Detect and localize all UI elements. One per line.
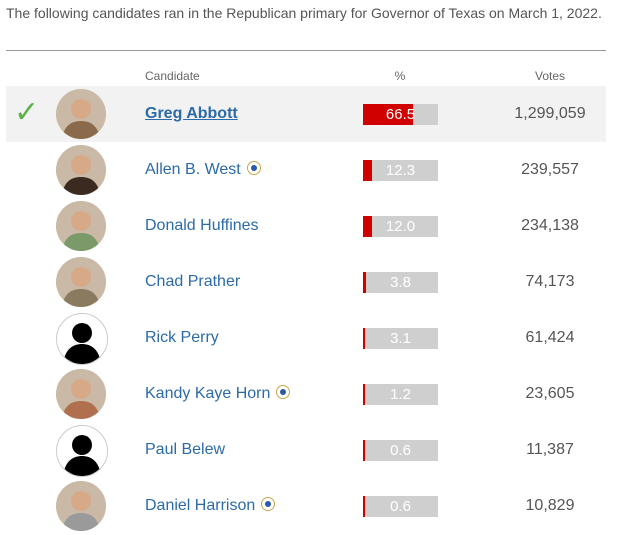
candidate-name: Rick Perry <box>145 329 219 346</box>
candidate-name-link[interactable]: Kandy Kaye Horn <box>145 385 291 403</box>
percent-bar-fill <box>363 160 372 181</box>
percent-bar-fill <box>363 440 365 461</box>
candidate-name: Paul Belew <box>145 441 226 458</box>
candidate-photo-icon <box>56 89 106 139</box>
percent-bar: 0.6 <box>363 496 438 517</box>
incumbent-badge-icon <box>246 161 261 175</box>
silhouette-icon <box>56 313 108 365</box>
candidate-row: Allen B. West 12.3 239,557 <box>6 142 606 198</box>
candidate-name-link[interactable]: Paul Belew <box>145 441 225 459</box>
intro-text: The following candidates ran in the Repu… <box>6 5 602 21</box>
candidate-name-link[interactable]: Daniel Harrison <box>145 497 276 515</box>
candidate-name-link[interactable]: Greg Abbott <box>145 105 238 123</box>
candidate-photo-icon <box>56 481 106 531</box>
candidate-photo-icon <box>56 369 106 419</box>
percent-bar-fill <box>363 216 372 237</box>
candidate-name-link[interactable]: Rick Perry <box>145 329 219 347</box>
candidate-name-link[interactable]: Allen B. West <box>145 161 261 179</box>
votes-value: 11,387 <box>526 441 574 458</box>
percent-value: 3.8 <box>390 274 411 291</box>
candidate-name: Daniel Harrison <box>145 497 256 514</box>
percent-bar: 3.1 <box>363 328 438 349</box>
candidate-photo-icon <box>56 201 106 251</box>
percent-bar-fill <box>363 384 365 405</box>
header-percent: % <box>394 69 406 83</box>
silhouette-icon <box>56 425 108 477</box>
percent-value: 12.3 <box>385 162 416 179</box>
votes-value: 1,299,059 <box>514 105 586 122</box>
candidate-row: Chad Prather 3.8 74,173 <box>6 254 606 310</box>
header-votes: Votes <box>534 69 566 83</box>
candidate-row: Daniel Harrison 0.6 10,829 <box>6 478 606 534</box>
percent-bar: 12.3 <box>363 160 438 181</box>
percent-bar: 1.2 <box>363 384 438 405</box>
percent-bar: 66.5 <box>363 104 438 125</box>
votes-value: 61,424 <box>525 329 575 346</box>
percent-bar: 3.8 <box>363 272 438 293</box>
percent-bar-fill <box>363 104 413 125</box>
candidate-name-link[interactable]: Chad Prather <box>145 273 240 291</box>
votes-value: 74,173 <box>525 273 575 290</box>
candidate-row: Paul Belew 0.6 11,387 <box>6 422 606 478</box>
percent-value: 12.0 <box>385 218 416 235</box>
candidate-name: Donald Huffines <box>145 217 259 234</box>
percent-value: 0.6 <box>390 442 411 459</box>
percent-bar: 12.0 <box>363 216 438 237</box>
candidate-name: Kandy Kaye Horn <box>145 385 271 402</box>
candidate-photo-icon <box>56 257 106 307</box>
header-candidate: Candidate <box>145 69 200 83</box>
candidate-name: Chad Prather <box>145 273 241 290</box>
check-icon: ✓ <box>14 96 40 129</box>
votes-value: 23,605 <box>525 385 575 402</box>
percent-value: 3.1 <box>390 330 411 347</box>
votes-value: 234,138 <box>521 217 579 234</box>
percent-bar-fill <box>363 496 365 517</box>
candidate-row: ✓ Greg Abbott 66.5 1,299,059 <box>6 86 606 142</box>
candidate-row: Kandy Kaye Horn 1.2 23,605 <box>6 366 606 422</box>
candidate-row: Donald Huffines 12.0 234,138 <box>6 198 606 254</box>
percent-value: 1.2 <box>390 386 411 403</box>
candidate-name-link[interactable]: Donald Huffines <box>145 217 259 235</box>
candidate-name: Allen B. West <box>145 161 241 178</box>
incumbent-badge-icon <box>276 385 291 399</box>
votes-value: 239,557 <box>521 161 579 178</box>
divider <box>6 50 606 51</box>
candidate-photo-icon <box>56 145 106 195</box>
percent-bar: 0.6 <box>363 440 438 461</box>
votes-value: 10,829 <box>525 497 575 514</box>
percent-value: 0.6 <box>390 498 411 515</box>
percent-bar-fill <box>363 272 366 293</box>
candidate-row: Rick Perry 3.1 61,424 <box>6 310 606 366</box>
candidate-name: Greg Abbott <box>145 105 238 122</box>
incumbent-badge-icon <box>261 497 276 511</box>
percent-value: 66.5 <box>385 106 416 123</box>
percent-bar-fill <box>363 328 365 349</box>
